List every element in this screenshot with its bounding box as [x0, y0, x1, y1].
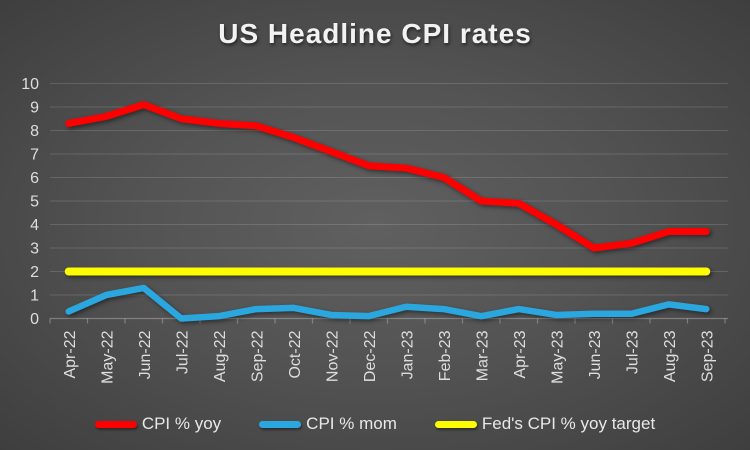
x-axis-label: Jun-22 — [137, 330, 154, 379]
y-axis-label: 9 — [30, 100, 39, 117]
y-axis-label: 10 — [21, 76, 39, 93]
x-axis-label: May-22 — [99, 330, 116, 383]
y-axis-label: 0 — [30, 311, 39, 328]
legend-label-cpi-yoy: CPI % yoy — [141, 414, 222, 433]
y-axis-label: 5 — [30, 194, 39, 211]
legend: CPI % yoy CPI % mom Fed's CPI % yoy targ… — [0, 414, 750, 434]
y-axis-label: 6 — [30, 170, 39, 187]
legend-label-cpi-mom: CPI % mom — [306, 414, 397, 433]
legend-item-cpi-mom: CPI % mom — [259, 414, 397, 434]
x-axis-label: Jul-22 — [174, 330, 191, 374]
chart-title: US Headline CPI rates — [218, 18, 532, 49]
x-axis-label: Jun-23 — [587, 330, 604, 379]
legend-swatch-cpi-yoy-icon — [94, 420, 137, 428]
x-axis-label: Aug-22 — [212, 330, 229, 382]
x-axis-label: Aug-23 — [662, 330, 679, 382]
x-axis-label: Sep-23 — [699, 330, 716, 382]
x-axis-label: Oct-22 — [287, 330, 304, 378]
x-axis-label: Nov-22 — [324, 330, 341, 382]
x-axis-label: Sep-22 — [249, 330, 266, 382]
x-axis-label: Jul-23 — [624, 330, 641, 374]
x-axis-label: Dec-22 — [362, 330, 379, 382]
x-axis-label: May-23 — [549, 330, 566, 383]
y-axis-label: 7 — [30, 147, 39, 164]
legend-item-fed-target: Fed's CPI % yoy target — [434, 414, 656, 434]
y-axis-label: 3 — [30, 241, 39, 258]
legend-item-cpi-yoy: CPI % yoy — [94, 414, 222, 434]
series-line-1 — [65, 284, 710, 322]
series-line-0 — [65, 101, 710, 252]
legend-label-fed-target: Fed's CPI % yoy target — [481, 414, 656, 433]
x-axis-label: Mar-23 — [474, 330, 491, 381]
legend-swatch-cpi-mom-icon — [259, 420, 302, 428]
x-axis-label: Apr-23 — [512, 330, 529, 378]
x-axis-label: Apr-22 — [62, 330, 79, 378]
legend-swatch-fed-target-icon — [434, 420, 477, 428]
y-axis-label: 2 — [30, 264, 39, 281]
y-axis-label: 4 — [30, 217, 39, 234]
y-axis-label: 8 — [30, 123, 39, 140]
y-axis-label: 1 — [30, 288, 39, 305]
x-axis-label: Jan-23 — [399, 330, 416, 379]
x-axis-label: Feb-23 — [437, 330, 454, 381]
